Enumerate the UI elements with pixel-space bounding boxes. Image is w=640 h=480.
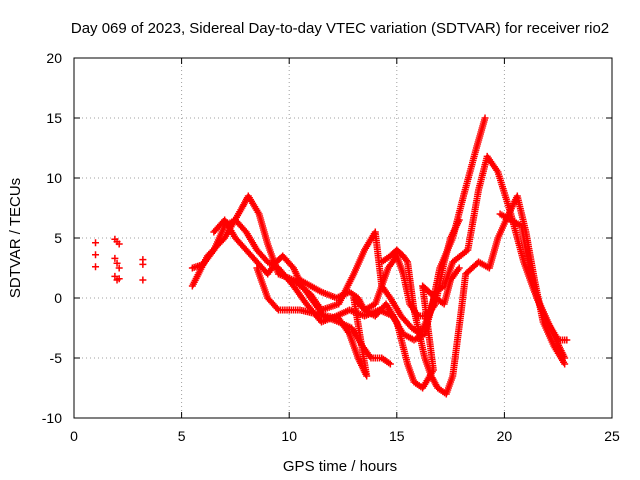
x-tick-label: 0: [70, 428, 78, 444]
x-tick-label: 10: [281, 428, 297, 444]
data-point: [481, 114, 489, 122]
x-tick-label: 25: [604, 428, 620, 444]
data-point: [111, 272, 119, 280]
data-point: [455, 264, 463, 272]
chart-title: Day 069 of 2023, Sidereal Day-to-day VTE…: [71, 20, 609, 37]
data-point: [402, 257, 410, 264]
data-point: [273, 305, 281, 312]
y-tick-label: -10: [42, 410, 62, 426]
y-axis-label: SDTVAR / TECUs: [7, 178, 24, 298]
y-tick-label: 15: [46, 110, 62, 126]
series-track-3: [210, 216, 394, 368]
y-tick-label: 0: [54, 290, 62, 306]
grid: [74, 58, 612, 418]
series-track-7: [496, 210, 571, 344]
data-point: [113, 259, 121, 267]
series-track-4: [253, 264, 463, 392]
data-point: [139, 260, 147, 268]
y-tick-label: 5: [54, 230, 62, 246]
data-point: [92, 263, 100, 271]
x-tick-label: 5: [178, 428, 186, 444]
data-point: [111, 254, 119, 262]
y-tick-label: -5: [50, 350, 63, 366]
data-point: [455, 216, 463, 224]
data-point: [115, 240, 123, 248]
data-point: [561, 360, 569, 368]
data-point: [386, 360, 394, 368]
y-tick-label: 20: [46, 50, 62, 66]
data-point: [92, 251, 100, 259]
data-points: [92, 114, 571, 398]
x-axis-label: GPS time / hours: [283, 458, 397, 475]
tick-labels: 0 5 10 15 20 25 -10 -5 0 5 10 15 20: [42, 50, 620, 444]
y-tick-label: 10: [46, 170, 62, 186]
data-point: [115, 275, 123, 283]
data-point: [115, 264, 123, 272]
x-tick-label: 20: [497, 428, 513, 444]
axis-ticks: [73, 57, 613, 419]
x-tick-label: 15: [389, 428, 405, 444]
data-point: [563, 336, 571, 344]
series-track-5: [296, 216, 463, 320]
data-point: [92, 239, 100, 247]
series-early-scatter: [92, 235, 147, 284]
data-point: [139, 276, 147, 284]
